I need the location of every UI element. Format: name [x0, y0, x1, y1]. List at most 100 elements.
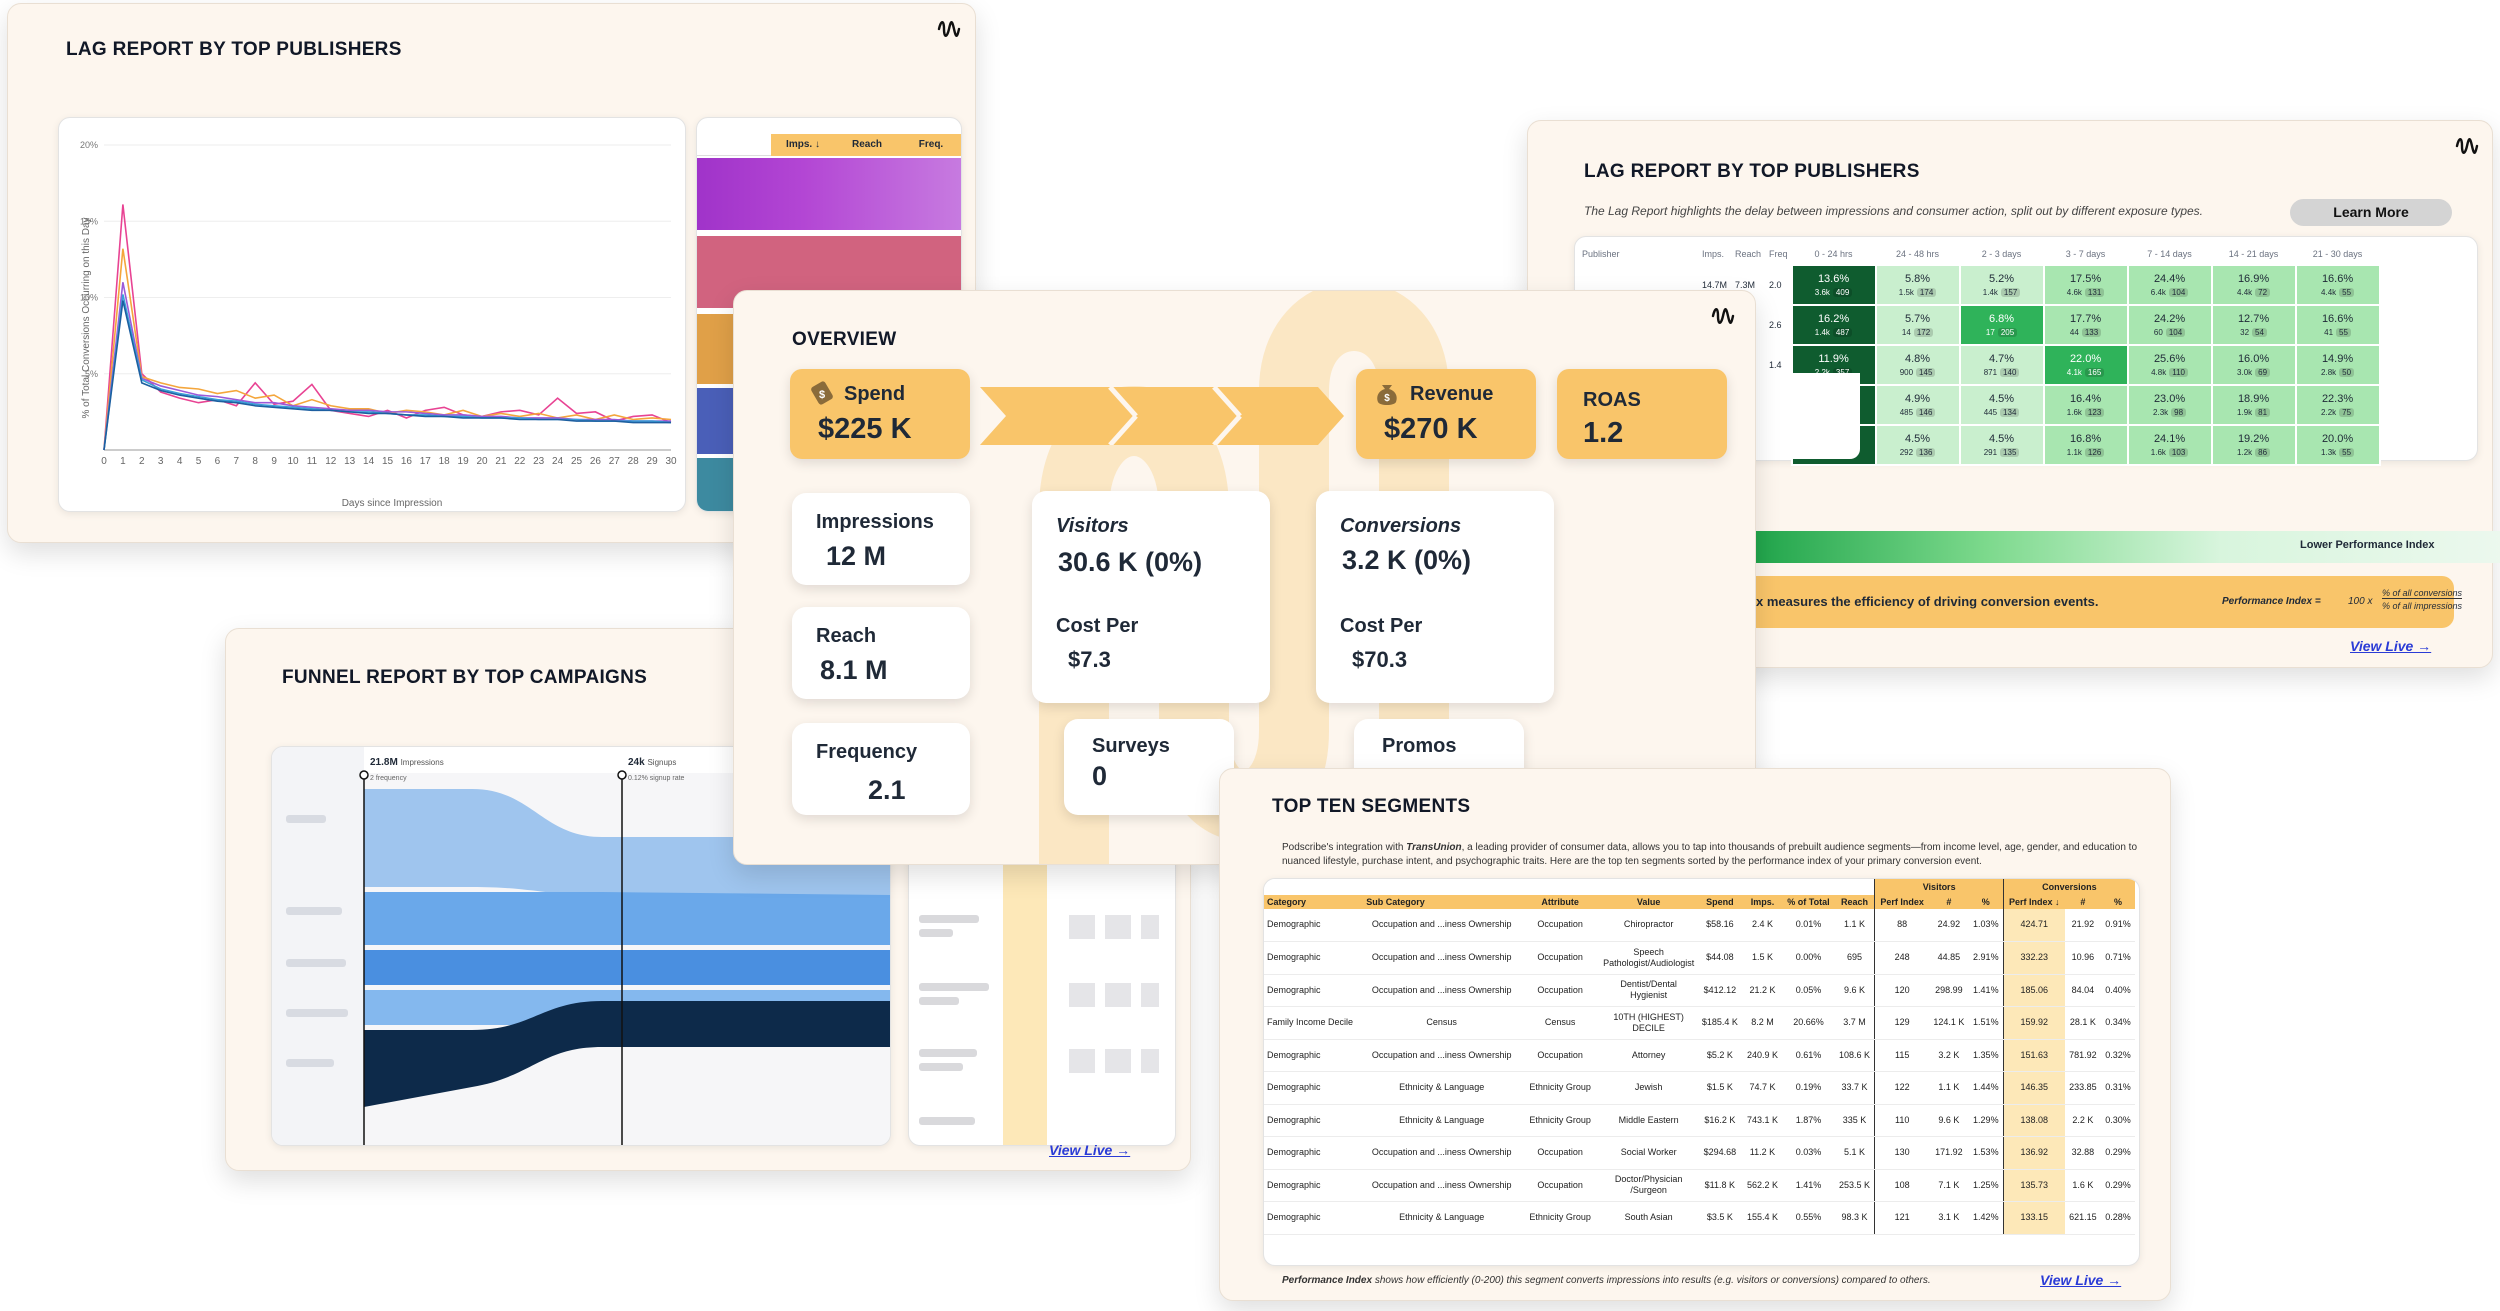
x-tick-label: 23 — [533, 456, 545, 467]
view-live-link[interactable]: View Live → — [1049, 1142, 1131, 1158]
lag-row[interactable]: 4.2M1.411.9%2.2k3574.8%9001454.7%8711402… — [1578, 344, 2381, 386]
segment-cell: 332.23 — [2002, 941, 2065, 975]
segment-cell: 121 — [1874, 1201, 1929, 1235]
segment-col-header[interactable]: Perf Index ↓ — [2002, 895, 2065, 909]
lag-col-header[interactable]: 14 - 21 days — [2228, 248, 2279, 259]
y-tick-label: 15% — [80, 216, 98, 226]
x-tick-label: 1 — [120, 456, 126, 467]
x-tick-label: 0 — [101, 456, 107, 467]
lag-col-header[interactable]: Reach — [1735, 249, 1762, 259]
lag-row[interactable]: 2.4M2.410.1%1.0k3024.9%4851464.5%4451341… — [1578, 384, 2381, 426]
perf-formula-mult: 100 x — [2348, 596, 2373, 607]
conversions-cost-value: $70.3 — [1352, 647, 1408, 672]
segment-cell: 21.92 — [2064, 909, 2101, 942]
col-imps[interactable]: Imps. ↓ — [771, 134, 835, 156]
col-freq[interactable]: Freq. — [899, 134, 961, 156]
lag-col-header[interactable]: 21 - 30 days — [2312, 248, 2363, 259]
segment-cell: 84.04 — [2064, 974, 2101, 1007]
segment-row[interactable]: Demographic Ethnicity & Language Ethnicity… — [1264, 1071, 2135, 1105]
segment-col-header[interactable]: Attribute — [1520, 895, 1601, 909]
lag-col-header[interactable]: Imps. — [1702, 249, 1725, 259]
stage2-value: 24k Signups — [628, 757, 677, 768]
lag-col-header[interactable]: Freq — [1769, 249, 1788, 259]
lag-col-header[interactable]: 2 - 3 days — [1981, 248, 2022, 259]
learn-more-button[interactable]: Learn More — [2290, 199, 2452, 226]
segment-cell: Occupation and ...iness Ownership — [1363, 974, 1521, 1007]
segment-col-header[interactable]: Spend — [1697, 895, 1743, 909]
segment-row[interactable]: Demographic Occupation and ...iness Owner… — [1264, 909, 2135, 942]
card-title: LAG REPORT BY TOP PUBLISHERS — [1584, 161, 1920, 182]
segment-col-header[interactable]: # — [2064, 895, 2101, 909]
revenue-box: $ Revenue $270 K — [1356, 369, 1536, 459]
col-reach[interactable]: Reach — [835, 134, 899, 156]
view-live-link[interactable]: View Live → — [2350, 638, 2432, 654]
heatmap-cell: 4.7% 871 140 — [1958, 344, 2045, 386]
segment-row[interactable]: Demographic Occupation and ...iness Owner… — [1264, 974, 2135, 1007]
promos-label: Promos — [1382, 735, 1457, 757]
view-live-link[interactable]: View Live → — [2040, 1272, 2122, 1288]
segment-col-header[interactable]: Value — [1600, 895, 1698, 909]
lag-col-header[interactable]: 24 - 48 hrs — [1896, 248, 1940, 259]
freq-cell: 1.4 — [1769, 360, 1782, 370]
heatmap-cell: 17.7% 44 133 — [2042, 304, 2129, 346]
segment-cell: Occupation and ...iness Ownership — [1363, 909, 1521, 942]
segment-col-header[interactable]: Category — [1264, 895, 1364, 909]
segment-cell: Occupation — [1520, 974, 1601, 1007]
segment-row[interactable]: Demographic Ethnicity & Language Ethnicity… — [1264, 1104, 2135, 1137]
segment-cell: 253.5 K — [1834, 1169, 1875, 1202]
segment-cell: 21.2 K — [1742, 974, 1783, 1007]
y-tick-label: 20% — [80, 140, 98, 150]
segment-row[interactable]: Family Income Decile Census Census 10TH (HI… — [1264, 1006, 2135, 1040]
segment-cell: $294.68 — [1697, 1136, 1743, 1170]
lag-col-header[interactable]: 7 - 14 days — [2147, 248, 2192, 259]
podscribe-logo-icon — [1711, 308, 1735, 324]
segment-col-header[interactable]: % of Total — [1782, 895, 1835, 909]
segment-cell: 298.99 — [1928, 974, 1969, 1007]
segment-cell: Occupation — [1520, 1039, 1601, 1072]
segment-cell: Demographic — [1264, 1071, 1364, 1105]
lag-col-header[interactable]: Publisher — [1582, 249, 1620, 259]
roas-label: ROAS — [1583, 389, 1641, 411]
visitors-group-header: Visitors — [1874, 879, 2004, 895]
segment-cell: 146.35 — [2002, 1071, 2065, 1105]
segment-cell: Occupation and ...iness Ownership — [1363, 941, 1521, 975]
segment-row[interactable]: Demographic Occupation and ...iness Owner… — [1264, 941, 2135, 975]
segment-col-header[interactable]: % — [2100, 895, 2135, 909]
segment-col-header[interactable]: # — [1928, 895, 1969, 909]
segment-cell: 120 — [1874, 974, 1929, 1007]
lag-row[interactable]: 3.0M2.616.2%1.4k4875.7%141726.8%1720517.… — [1578, 304, 2381, 346]
segment-col-header[interactable]: Sub Category — [1363, 895, 1521, 909]
segment-cell: Demographic — [1264, 1169, 1364, 1202]
x-tick-label: 12 — [325, 456, 337, 467]
heatmap-cell: 19.2% 1.2k 86 — [2210, 424, 2297, 466]
lag-row[interactable]: 14.7M 7.3M 2.0 13.6% 3.6k 409 5.8% 1.5k 174 5.2% 1… — [1578, 264, 2381, 306]
segment-row[interactable]: Demographic Occupation and ...iness Owner… — [1264, 1039, 2135, 1072]
segment-cell: 124.1 K — [1928, 1006, 1969, 1040]
x-axis-label: Days since Impression — [342, 498, 443, 509]
segment-row[interactable]: Demographic Ethnicity & Language Ethnicity… — [1264, 1201, 2135, 1235]
x-tick-label: 13 — [344, 456, 356, 467]
segment-cell: 0.91% — [2100, 909, 2135, 942]
segment-col-header[interactable]: Reach — [1834, 895, 1875, 909]
revenue-value: $270 K — [1384, 413, 1478, 445]
heatmap-cell: 22.3% 2.2k 75 — [2294, 384, 2381, 426]
x-tick-label: 28 — [628, 456, 640, 467]
segment-cell: 1.51% — [1968, 1006, 2004, 1040]
conversions-cost-label: Cost Per — [1340, 615, 1423, 637]
heatmap-cell: 24.1% 1.6k 103 — [2126, 424, 2213, 466]
segment-col-header[interactable]: Perf Index — [1874, 895, 1929, 909]
segment-cell: 155.4 K — [1742, 1201, 1783, 1235]
heatmap-cell: 5.7% 14 172 — [1874, 304, 1961, 346]
segment-cell: 0.61% — [1782, 1039, 1835, 1072]
heatmap-cell: 4.8% 900 145 — [1874, 344, 1961, 386]
segment-col-header[interactable]: Imps. — [1742, 895, 1783, 909]
lag-col-header[interactable]: 0 - 24 hrs — [1814, 248, 1853, 259]
segment-cell: 28.1 K — [2064, 1006, 2101, 1040]
segment-col-header[interactable]: % — [1968, 895, 2004, 909]
lag-col-header[interactable]: 3 - 7 days — [2065, 248, 2106, 259]
segment-row[interactable]: Demographic Occupation and ...iness Owner… — [1264, 1169, 2135, 1202]
segment-cell: 122 — [1874, 1071, 1929, 1105]
segment-row[interactable]: Demographic Occupation and ...iness Owner… — [1264, 1136, 2135, 1170]
segment-cell: $11.8 K — [1697, 1169, 1743, 1202]
segment-cell: 159.92 — [2002, 1006, 2065, 1040]
